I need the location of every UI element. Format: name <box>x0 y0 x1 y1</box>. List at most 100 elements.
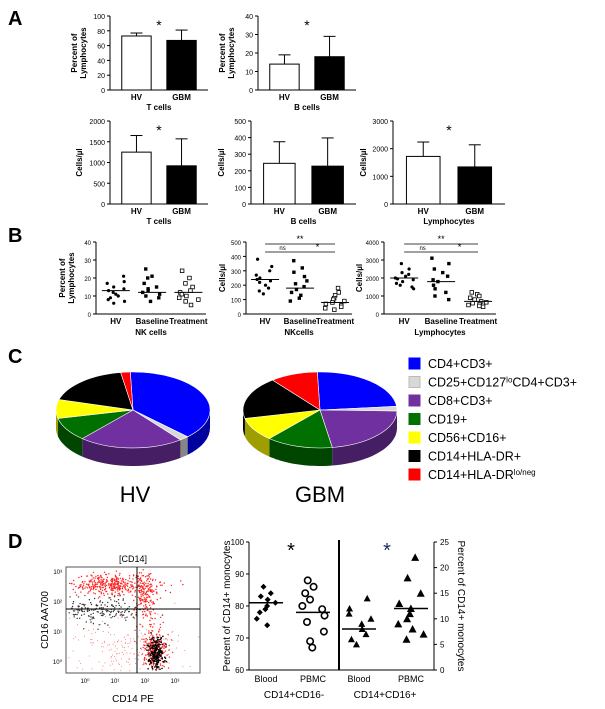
flow-event <box>74 610 76 612</box>
flow-event <box>122 653 124 655</box>
data-point <box>431 283 436 287</box>
flow-event <box>143 641 145 643</box>
flow-event <box>165 646 167 648</box>
flow-event <box>153 636 155 639</box>
flow-event <box>154 653 156 656</box>
flow-event <box>90 642 92 644</box>
data-point <box>184 293 189 299</box>
y-axis-label: Cells/µl <box>359 148 368 176</box>
flow-event <box>152 601 154 603</box>
data-point <box>411 553 420 561</box>
flow-event <box>111 594 114 596</box>
flow-event <box>114 607 116 609</box>
flow-event <box>182 583 184 586</box>
data-point <box>294 287 299 292</box>
data-point <box>111 290 115 294</box>
data-point <box>320 611 329 620</box>
data-point <box>258 276 262 280</box>
flow-event <box>141 638 143 640</box>
data-point <box>416 589 425 597</box>
flow-event <box>77 605 79 607</box>
data-point <box>405 609 414 618</box>
flow-event <box>123 636 125 638</box>
flow-event <box>145 599 147 601</box>
flow-event <box>86 587 89 589</box>
category-label: Baseline <box>425 317 458 326</box>
legend-swatch <box>408 357 421 370</box>
flow-event <box>81 610 84 613</box>
legend-swatch <box>408 413 421 425</box>
data-point <box>466 302 471 308</box>
category-label: HV <box>131 207 143 216</box>
flow-event <box>102 665 104 667</box>
flow-event <box>90 588 92 591</box>
flow-event <box>101 576 103 579</box>
flow-event <box>131 581 133 583</box>
flow-event <box>72 588 75 591</box>
flow-event <box>121 611 123 613</box>
flow-event <box>107 624 109 626</box>
flow-event <box>133 617 136 619</box>
flow-event <box>110 648 112 650</box>
flow-event <box>122 581 125 583</box>
flow-event <box>102 585 104 587</box>
flow-event <box>111 604 113 606</box>
data-point <box>150 274 154 278</box>
flow-event <box>156 646 158 649</box>
flow-event <box>122 598 125 600</box>
flow-event <box>145 663 148 665</box>
data-point <box>444 290 448 295</box>
data-point <box>108 296 113 300</box>
flow-event <box>169 591 172 594</box>
flow-event <box>110 580 112 582</box>
data-point <box>257 289 261 293</box>
y-tick-label: 0 <box>242 202 246 209</box>
flow-event <box>97 628 99 630</box>
data-point <box>400 271 404 275</box>
flow-event <box>110 656 112 657</box>
flow-event <box>160 584 162 586</box>
flow-event <box>121 616 123 618</box>
data-point <box>146 288 150 293</box>
flow-event <box>150 646 152 648</box>
flow-event <box>153 649 155 650</box>
flow-event <box>118 662 120 664</box>
flow-event <box>99 583 102 585</box>
flow-event <box>119 572 121 575</box>
flow-events <box>68 569 200 672</box>
flow-event <box>125 619 127 621</box>
y-tick-label: 0 <box>88 313 92 319</box>
flow-event <box>124 642 126 644</box>
flow-event <box>151 657 153 659</box>
flow-event <box>147 649 149 651</box>
flow-event <box>104 662 106 664</box>
flow-event <box>144 662 147 664</box>
flow-event <box>135 576 137 579</box>
flow-event <box>130 614 132 616</box>
flow-event <box>157 641 159 643</box>
legend-label: CD14+HLA-DRlo/neg <box>428 468 536 482</box>
flow-event <box>131 594 133 596</box>
flow-event <box>157 613 159 615</box>
flow-event <box>116 601 118 603</box>
pie-slice-side <box>82 438 181 466</box>
data-point <box>401 280 405 284</box>
flow-event <box>143 597 145 599</box>
flow-event <box>164 650 167 652</box>
flow-event <box>106 584 108 587</box>
flow-event <box>96 611 99 613</box>
flow-event <box>93 609 95 611</box>
flow-event <box>91 642 93 644</box>
flow-event <box>141 653 144 655</box>
flow-event <box>159 581 162 583</box>
flow-y-tick: 10⁰ <box>53 659 63 666</box>
flow-ylabel: CD16 AA700 <box>40 591 51 649</box>
flow-event <box>101 581 104 584</box>
flow-event <box>108 649 110 651</box>
data-point <box>292 259 296 263</box>
flow-event <box>141 593 144 595</box>
category-label: Treatment <box>316 317 355 326</box>
flow-event <box>76 613 78 616</box>
flow-event <box>139 587 141 590</box>
